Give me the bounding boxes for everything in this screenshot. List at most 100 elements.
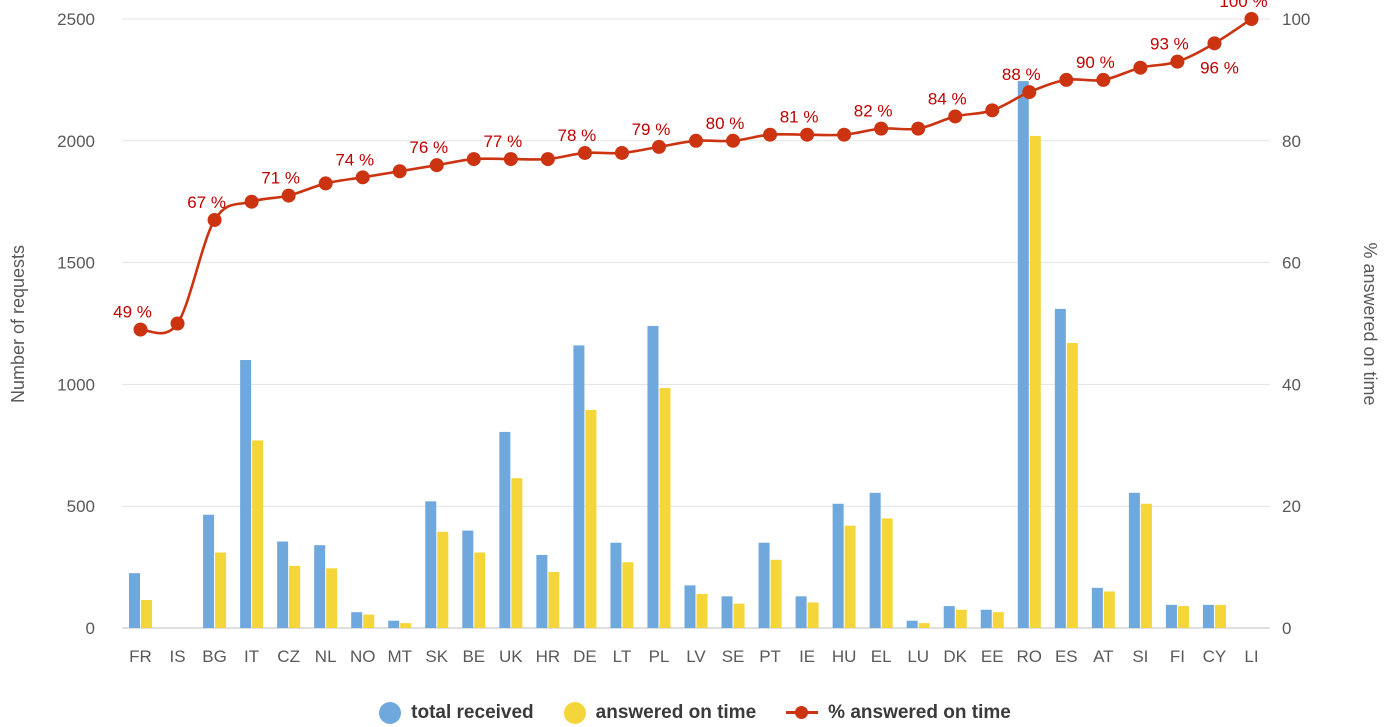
bar-total-received: [1202, 604, 1214, 628]
percent-point: [503, 152, 518, 167]
x-tick-label: SI: [1132, 647, 1148, 666]
bar-answered-on-time: [844, 525, 856, 628]
bar-answered-on-time: [696, 593, 708, 628]
bar-total-received: [1091, 587, 1103, 628]
x-tick-label: RO: [1017, 647, 1043, 666]
bar-total-received: [536, 554, 548, 628]
bar-total-received: [1165, 604, 1177, 628]
bar-total-received: [240, 360, 252, 628]
percent-point: [837, 127, 852, 142]
bar-total-received: [425, 501, 437, 628]
bar-answered-on-time: [622, 562, 634, 628]
bar-total-received: [314, 545, 326, 628]
bar-total-received: [388, 620, 400, 628]
percent-point: [170, 316, 185, 331]
percent-point: [244, 194, 259, 209]
y-tick-left: 500: [67, 497, 95, 516]
percent-point: [985, 103, 1000, 118]
bar-answered-on-time: [474, 552, 486, 628]
x-tick-label: CY: [1203, 647, 1227, 666]
bar-answered-on-time: [659, 388, 671, 628]
right-axis-ticks: 0 20 40 60 80 100: [1282, 10, 1310, 638]
x-tick-label: LV: [686, 647, 706, 666]
y-tick-right: 60: [1282, 254, 1301, 273]
x-tick-label: IT: [244, 647, 259, 666]
y-tick-left: 1000: [57, 375, 95, 394]
bar-total-received: [1128, 492, 1140, 628]
percent-point: [1096, 72, 1111, 87]
x-tick-label: EL: [871, 647, 892, 666]
percent-point: [1244, 12, 1259, 26]
bar-answered-on-time: [1066, 342, 1078, 628]
y-tick-right: 0: [1282, 619, 1291, 638]
x-tick-label: LI: [1244, 647, 1258, 666]
percent-point: [392, 164, 407, 179]
percent-data-label: 79 %: [632, 120, 671, 139]
bar-total-received: [832, 503, 844, 628]
y-axis-title-left: Number of requests: [8, 245, 28, 403]
bar-answered-on-time: [511, 478, 523, 628]
bar-total-received: [758, 542, 770, 628]
bar-total-received: [647, 325, 659, 628]
y-tick-left: 2000: [57, 132, 95, 151]
x-tick-label: UK: [499, 647, 523, 666]
bar-answered-on-time: [1140, 503, 1152, 628]
bar-total-received: [203, 514, 215, 628]
percent-data-label: 76 %: [409, 138, 448, 157]
bar-answered-on-time: [400, 623, 412, 628]
bar-total-received: [906, 620, 918, 628]
percent-point: [948, 109, 963, 124]
x-tick-label: NO: [350, 647, 376, 666]
bar-answered-on-time: [326, 568, 338, 628]
bar-total-received: [1017, 81, 1029, 629]
gridlines: [122, 18, 1270, 629]
combo-chart: 0 500 1000 1500 2000 2500 0 20 40 60 80 100 FR IS BG…: [8, 0, 1380, 666]
percent-data-label: 81 %: [780, 108, 819, 127]
bar-answered-on-time: [733, 603, 745, 628]
x-tick-label: AT: [1093, 647, 1113, 666]
percent-data-label: 90 %: [1076, 53, 1115, 72]
legend-item-pct-answered[interactable]: % answered on time: [786, 702, 1011, 724]
y-tick-right: 20: [1282, 497, 1301, 516]
percent-data-label: 84 %: [928, 89, 967, 108]
bar-answered-on-time: [1177, 606, 1189, 628]
x-tick-label: BE: [462, 647, 485, 666]
percent-data-labels: 49 % 67 % 71 % 74 % 76 % 77 % 78 % 79 % 80 % 81 %…: [113, 0, 1267, 322]
bar-answered-on-time: [807, 602, 819, 628]
bar-answered-on-time: [548, 571, 560, 628]
percent-point: [1022, 85, 1037, 100]
legend-item-answered-on-time[interactable]: answered on time: [563, 702, 757, 724]
y-tick-left: 1500: [57, 254, 95, 273]
bar-answered-on-time: [918, 623, 930, 628]
bar-answered-on-time: [770, 559, 782, 628]
bar-total-received: [573, 345, 585, 628]
percent-point: [1059, 72, 1074, 87]
x-tick-label: IE: [799, 647, 815, 666]
bar-answered-on-time: [1214, 604, 1226, 628]
x-tick-label: FI: [1170, 647, 1185, 666]
percent-data-label: 96 %: [1200, 58, 1239, 77]
percent-point: [614, 145, 629, 160]
legend-label-answered-on-time: answered on time: [595, 702, 757, 723]
legend-item-total-received[interactable]: total received: [379, 702, 534, 724]
percent-data-label: 49 %: [113, 303, 152, 322]
percent-point: [466, 152, 481, 167]
bar-answered-on-time: [1029, 135, 1041, 629]
legend-swatch-pct-answered: [786, 702, 819, 724]
bar-answered-on-time: [955, 609, 967, 628]
y-axis-title-right: % answered on time: [1360, 242, 1380, 405]
bar-total-received: [1054, 308, 1066, 628]
bar-answered-on-time: [1103, 591, 1115, 628]
bar-total-received: [869, 492, 881, 628]
percent-data-label: 71 %: [261, 169, 300, 188]
bar-answered-on-time: [215, 552, 227, 628]
x-tick-label: EE: [981, 647, 1004, 666]
bar-answered-on-time: [363, 614, 375, 628]
percent-point: [1170, 54, 1185, 69]
y-tick-left: 2500: [57, 10, 95, 29]
x-tick-label: LU: [907, 647, 929, 666]
x-tick-label: HU: [832, 647, 857, 666]
bar-answered-on-time: [585, 409, 597, 628]
percent-point: [207, 212, 222, 227]
percent-point: [577, 145, 592, 160]
